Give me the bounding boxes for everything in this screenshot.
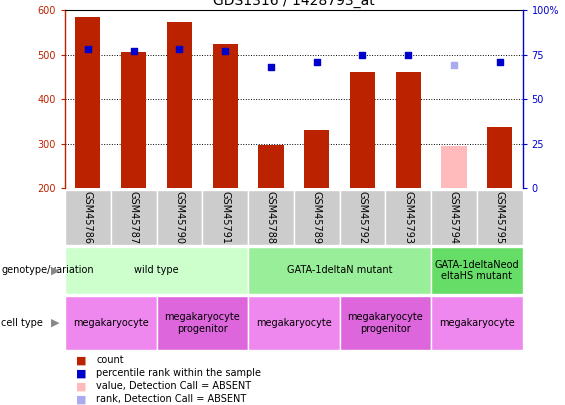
Text: ■: ■ [76,394,87,404]
Bar [157,190,202,245]
Text: GSM45789: GSM45789 [312,191,321,244]
Bar [385,190,431,245]
Bar [65,190,111,245]
Bar [212,44,238,188]
Point [358,51,367,58]
Text: megakaryocyte: megakaryocyte [256,318,332,328]
Point [267,64,276,70]
Point [495,59,504,65]
Text: GSM45788: GSM45788 [266,191,276,244]
Text: percentile rank within the sample: percentile rank within the sample [96,369,261,378]
Bar [75,17,101,188]
Text: rank, Detection Call = ABSENT: rank, Detection Call = ABSENT [96,394,246,404]
Bar [65,247,248,294]
Bar [248,190,294,245]
Text: ■: ■ [76,382,87,391]
Text: GSM45786: GSM45786 [83,191,93,244]
Bar [340,190,385,245]
Text: ■: ■ [76,369,87,378]
Point [450,62,459,68]
Text: GSM45791: GSM45791 [220,191,230,244]
Text: ▶: ▶ [51,265,59,275]
Bar [248,247,431,294]
Point [221,48,230,54]
Bar [487,127,512,188]
Bar [121,51,146,188]
Point [312,59,321,65]
Text: GSM45787: GSM45787 [129,191,138,244]
Bar [350,72,375,188]
Title: GDS1316 / 1428793_at: GDS1316 / 1428793_at [213,0,375,8]
Text: GSM45792: GSM45792 [358,191,367,244]
Bar [167,22,192,188]
Text: wild type: wild type [134,265,179,275]
Bar [202,190,248,245]
Text: ▶: ▶ [51,318,59,328]
Bar [431,247,523,294]
Bar [340,296,431,350]
Text: megakaryocyte: megakaryocyte [73,318,149,328]
Point [175,46,184,53]
Bar [431,296,523,350]
Text: megakaryocyte
progenitor: megakaryocyte progenitor [347,312,423,334]
Bar [304,130,329,188]
Text: GSM45790: GSM45790 [175,191,184,244]
Bar [111,190,157,245]
Bar [477,190,523,245]
Text: GSM45794: GSM45794 [449,191,459,244]
Bar [258,145,284,188]
Text: genotype/variation: genotype/variation [1,265,94,275]
Bar [431,190,477,245]
Point [129,48,138,54]
Text: GATA-1deltaN mutant: GATA-1deltaN mutant [287,265,392,275]
Bar [248,296,340,350]
Text: cell type: cell type [1,318,43,328]
Text: megakaryocyte
progenitor: megakaryocyte progenitor [164,312,240,334]
Text: GSM45795: GSM45795 [495,191,505,244]
Text: GSM45793: GSM45793 [403,191,413,244]
Point [403,51,412,58]
Point [84,46,93,53]
Text: count: count [96,356,124,365]
Bar [65,296,157,350]
Text: megakaryocyte: megakaryocyte [439,318,515,328]
Bar [157,296,248,350]
Bar [294,190,340,245]
Bar [441,146,467,188]
Text: ■: ■ [76,356,87,365]
Bar [396,72,421,188]
Text: GATA-1deltaNeod
eltaHS mutant: GATA-1deltaNeod eltaHS mutant [434,260,519,281]
Text: value, Detection Call = ABSENT: value, Detection Call = ABSENT [96,382,251,391]
